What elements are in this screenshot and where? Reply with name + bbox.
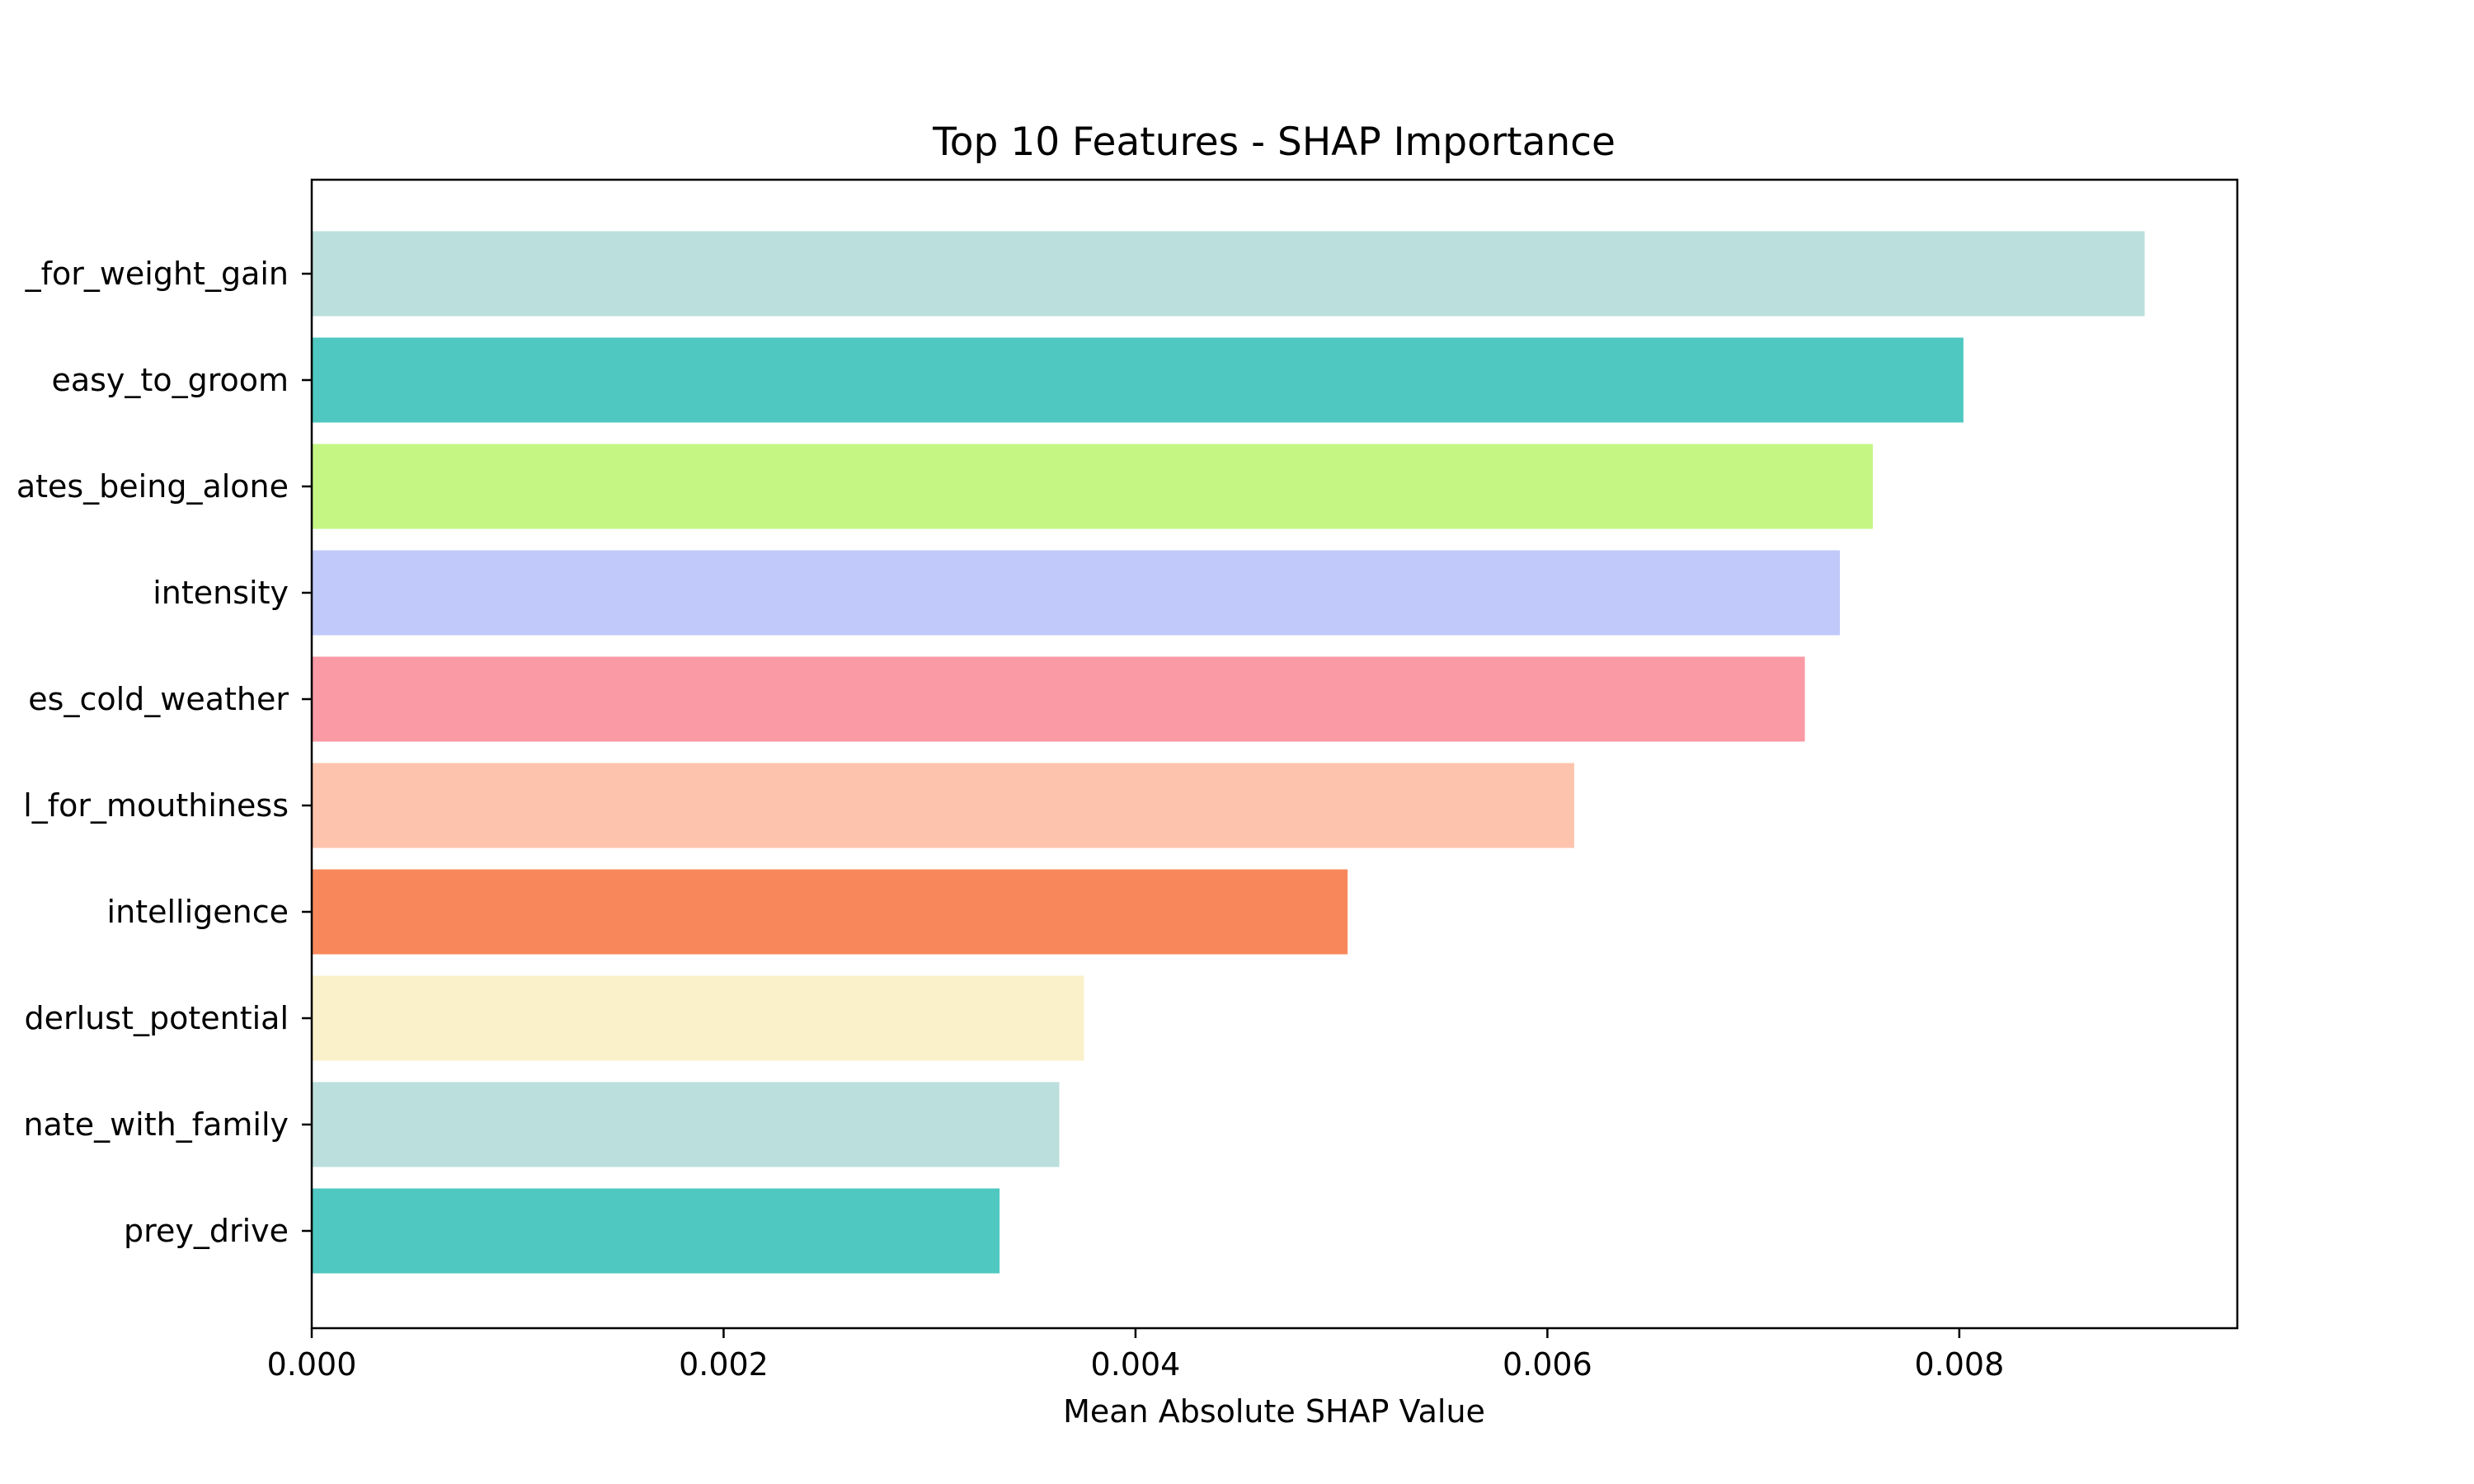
x-tick-label: 0.008 <box>1914 1346 2004 1383</box>
bar-7 <box>312 975 1084 1061</box>
bar-6 <box>312 869 1348 955</box>
plot-frame <box>310 178 2239 1330</box>
chart-title: Top 10 Features - SHAP Importance <box>932 120 1616 165</box>
x-tick-label: 0.000 <box>267 1346 357 1383</box>
y-tick-label: easy_to_groom <box>51 362 289 398</box>
y-tick-label: intensity <box>153 575 289 611</box>
x-tick-label: 0.004 <box>1091 1346 1181 1383</box>
y-tick-label: derlust_potential <box>25 1000 289 1036</box>
y-tick-label: nate_with_family <box>23 1106 289 1143</box>
y-tick-label: _for_weight_gain <box>25 256 289 292</box>
y-tick-label: ates_being_alone <box>16 468 289 505</box>
bar-9 <box>312 1188 1000 1274</box>
bar-2 <box>312 444 1873 529</box>
bar-3 <box>312 550 1841 636</box>
y-tick-label: prey_drive <box>124 1213 289 1249</box>
y-tick-label: intelligence <box>107 894 289 930</box>
x-tick-label: 0.006 <box>1503 1346 1592 1383</box>
y-axis-ticks: _for_weight_gain easy_to_groom ates_being_… <box>16 256 312 1249</box>
x-axis-label: Mean Absolute SHAP Value <box>1063 1393 1485 1430</box>
bar-5 <box>312 763 1574 848</box>
bar-8 <box>312 1082 1060 1167</box>
x-tick-label: 0.002 <box>679 1346 769 1383</box>
y-tick-label: es_cold_weather <box>28 681 289 717</box>
bar-1 <box>312 337 1964 423</box>
x-axis-ticks: 0.000 0.002 0.004 0.006 0.008 <box>267 1328 2004 1383</box>
y-tick-label: l_for_mouthiness <box>23 787 289 824</box>
bar-0 <box>312 231 2145 317</box>
bar-4 <box>312 656 1805 742</box>
bars-group <box>312 231 2145 1274</box>
